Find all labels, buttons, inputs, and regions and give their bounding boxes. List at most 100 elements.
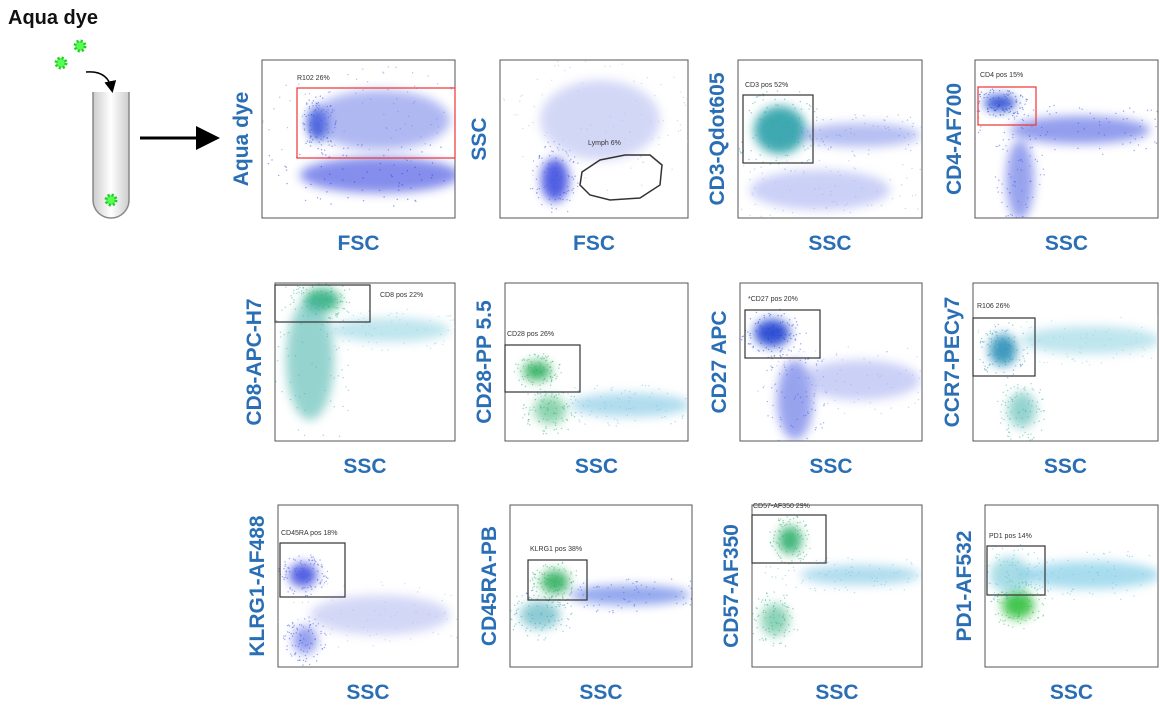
event-dot [892,198,893,199]
event-dot [906,559,907,560]
event-dot [308,114,309,115]
event-dot [544,395,545,396]
event-dot [778,530,779,531]
event-dot [1087,552,1088,553]
plot-frame [752,505,922,667]
event-dot [704,607,705,608]
event-dot [342,308,343,309]
event-dot [574,175,575,176]
event-dot [324,575,325,576]
event-dot [309,625,310,626]
density-blob [570,393,690,417]
event-dot [747,331,748,332]
event-dot [685,105,686,106]
event-dot [764,317,765,318]
event-dot [382,71,383,72]
event-dot [326,577,327,578]
event-dot [1101,362,1102,363]
density-blob [534,396,566,424]
event-dot [996,146,997,147]
event-dot [786,354,787,355]
event-dot [992,89,993,90]
event-dot [286,183,287,184]
density-blob [289,563,317,587]
event-dot [381,350,382,351]
event-dot [762,99,763,100]
event-dot [323,325,324,326]
event-dot [1000,411,1001,412]
event-dot [815,410,816,411]
event-dot [1014,116,1015,117]
event-dot [545,360,546,361]
event-dot [330,203,331,204]
event-dot [300,560,301,561]
event-dot [978,330,979,331]
event-dot [766,91,767,92]
event-dot [287,567,288,568]
event-dot [293,299,294,300]
event-dot [1023,349,1024,350]
event-dot [553,151,554,152]
event-dot [1036,227,1037,228]
event-dot [574,396,575,397]
event-dot [1012,137,1013,138]
event-dot [571,415,572,416]
event-dot [317,103,318,104]
event-dot [1093,554,1094,555]
event-dot [802,538,803,539]
event-dot [634,605,635,606]
event-dot [1003,336,1004,337]
event-dot [281,391,282,392]
event-dot [899,195,900,196]
event-dot [579,421,580,422]
event-dot [766,135,767,136]
event-dot [788,456,789,457]
event-dot [562,598,563,599]
event-dot [1147,110,1148,111]
event-dot [338,347,339,348]
event-dot [801,393,802,394]
event-dot [998,613,999,614]
event-dot [597,385,598,386]
event-dot [334,144,335,145]
event-dot [310,137,311,138]
event-dot [302,664,303,665]
event-dot [764,604,765,605]
event-dot [804,149,805,150]
event-dot [991,338,992,339]
event-dot [1019,102,1020,103]
event-dot [286,169,287,170]
event-dot [1043,168,1044,169]
event-dot [307,595,308,596]
event-dot [786,160,787,161]
event-dot [346,635,347,636]
event-dot [514,371,515,372]
event-dot [791,127,792,128]
event-dot [997,346,998,347]
event-dot [555,629,556,630]
event-dot [805,362,806,363]
event-dot [1020,242,1021,243]
event-dot [1008,427,1009,428]
event-dot [536,591,537,592]
event-dot [1022,435,1023,436]
event-dot [516,610,517,611]
event-dot [771,387,772,388]
event-dot [637,158,638,159]
event-dot [335,315,336,316]
event-dot [567,406,568,407]
event-dot [803,127,804,128]
event-dot [533,595,534,596]
event-dot [800,558,801,559]
event-dot [570,159,571,160]
event-dot [934,185,935,186]
event-dot [545,564,546,565]
event-dot [851,220,852,221]
event-dot [538,579,539,580]
event-dot [533,160,534,161]
event-dot [996,554,997,555]
event-dot [1040,411,1041,412]
event-dot [754,619,755,620]
event-dot [346,310,347,311]
event-dot [1033,109,1034,110]
